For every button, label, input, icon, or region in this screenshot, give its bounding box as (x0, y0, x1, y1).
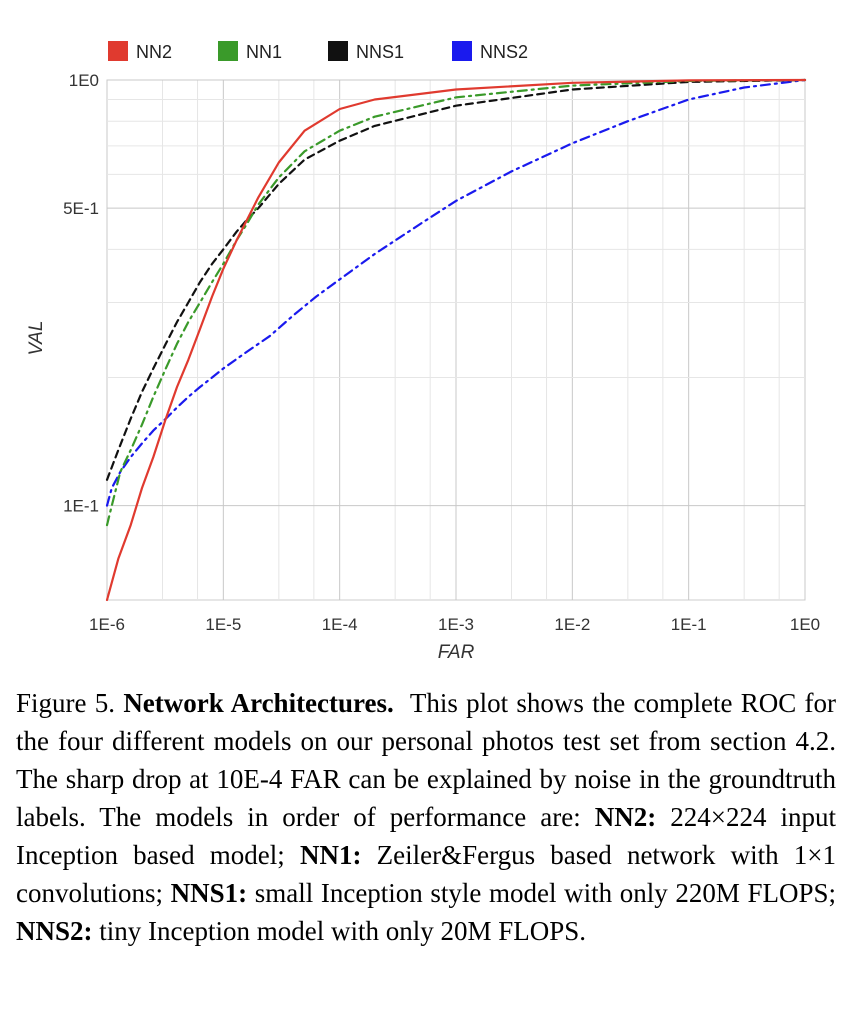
legend-label-nns2: NNS2 (480, 42, 528, 62)
series-line-nns2 (105, 78, 807, 507)
caption-nns2-label: NNS2: (16, 916, 93, 946)
x-tick-label: 1E-3 (438, 615, 474, 634)
legend-swatch-nn2 (108, 41, 128, 61)
legend-swatch-nns2 (452, 41, 472, 61)
caption-nns1-label: NNS1: (170, 878, 248, 908)
caption-title: Network Architectures. (123, 688, 394, 718)
series-layer (105, 78, 807, 602)
caption-nns1-text: small Inception style model with only 22… (254, 878, 836, 908)
series-line-nn1 (105, 78, 807, 527)
caption-text: This plot shows the complete ROC for the… (16, 688, 836, 832)
x-tick-label: 1E0 (790, 615, 820, 634)
caption-nns2-text: tiny Inception model with only 20M FLOPS… (99, 916, 587, 946)
caption-nn2-label: NN2: (594, 802, 657, 832)
caption-nn1-text: Zeiler&Fergus based network with 1×1 con… (16, 840, 837, 908)
y-axis-title: VAL (26, 321, 47, 356)
x-axis-title: FAR (438, 642, 475, 663)
series-line-nn2 (105, 78, 807, 602)
legend-label-nn2: NN2 (136, 42, 172, 62)
legend-label-nns1: NNS1 (356, 42, 404, 62)
y-tick-label: 1E0 (69, 71, 99, 90)
y-tick-label: 1E-1 (63, 497, 99, 516)
y-tick-label: 5E-1 (63, 199, 99, 218)
roc-chart: NN2 NN1 NNS1 NNS2 1E-6 1E-5 1E-4 1E-3 1E-2 1E-1 1… (26, 41, 820, 663)
x-tick-label: 1E-1 (671, 615, 707, 634)
x-tick-label: 1E-5 (205, 615, 241, 634)
caption-nn2-text: 224×224 input Inception based model; (16, 802, 837, 870)
x-tick-label: 1E-2 (554, 615, 590, 634)
legend: NN2 NN1 NNS1 NNS2 (108, 41, 528, 62)
series-line-nns1 (105, 78, 807, 481)
grid-lines (106, 79, 806, 601)
caption-nn1-label: NN1: (299, 840, 362, 870)
x-tick-label: 1E-4 (322, 615, 358, 634)
figure-label: Figure 5. (16, 688, 116, 718)
figure-caption: Figure 5. Network Architectures. This pl… (16, 684, 836, 950)
legend-swatch-nn1 (218, 41, 238, 61)
tick-labels: 1E-6 1E-5 1E-4 1E-3 1E-2 1E-1 1E0 1E0 5E-1 1E-1 (63, 71, 820, 634)
legend-swatch-nns1 (328, 41, 348, 61)
x-tick-label: 1E-6 (89, 615, 125, 634)
legend-label-nn1: NN1 (246, 42, 282, 62)
